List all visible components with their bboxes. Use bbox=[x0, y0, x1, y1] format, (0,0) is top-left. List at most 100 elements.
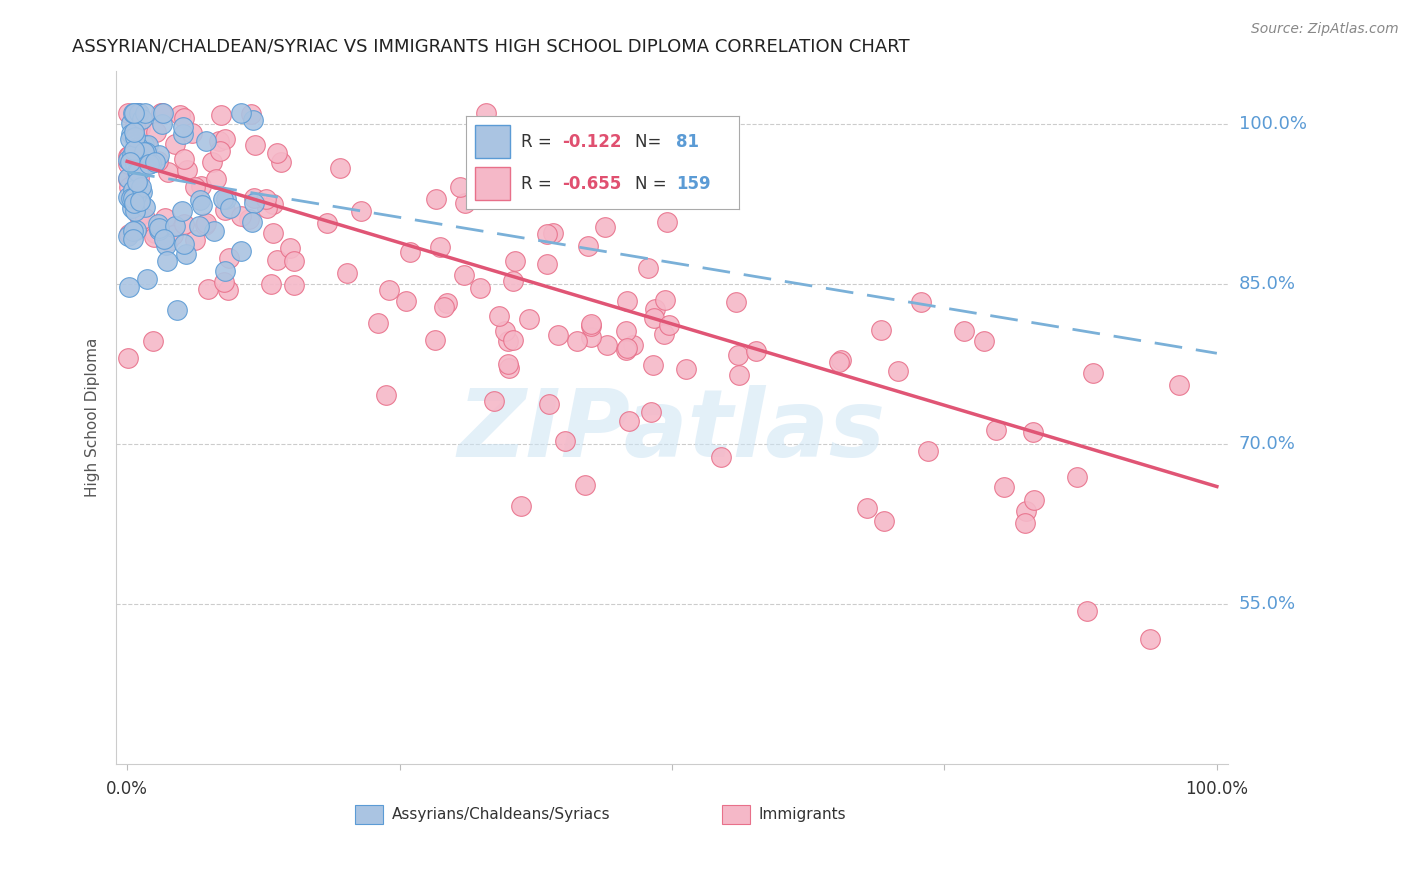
Point bbox=[657, 215, 679, 229]
Point bbox=[125, 137, 148, 152]
Point bbox=[478, 125, 501, 139]
Point bbox=[197, 282, 219, 296]
Point bbox=[260, 277, 283, 291]
Point bbox=[134, 200, 156, 214]
Point bbox=[118, 280, 141, 294]
Point bbox=[595, 337, 617, 351]
Point bbox=[616, 341, 638, 355]
Point bbox=[503, 253, 526, 268]
Point bbox=[830, 353, 852, 368]
Point bbox=[176, 163, 198, 178]
Point bbox=[209, 144, 232, 158]
Point bbox=[496, 334, 519, 349]
Point bbox=[155, 238, 177, 252]
Point bbox=[143, 226, 166, 240]
Point bbox=[614, 324, 637, 338]
Point bbox=[454, 195, 477, 210]
Point bbox=[118, 155, 141, 169]
Point bbox=[142, 334, 165, 349]
Point bbox=[229, 106, 252, 120]
Point bbox=[173, 217, 195, 231]
Point bbox=[121, 191, 143, 205]
Point bbox=[208, 134, 231, 148]
Point bbox=[122, 143, 145, 157]
Point bbox=[266, 145, 288, 160]
Point bbox=[156, 254, 179, 268]
Point bbox=[953, 324, 976, 338]
Point bbox=[153, 211, 176, 226]
Point bbox=[150, 118, 173, 132]
Point bbox=[184, 233, 207, 247]
Point bbox=[148, 154, 170, 169]
Point bbox=[129, 194, 152, 209]
Text: 100.0%: 100.0% bbox=[1185, 780, 1249, 798]
Point bbox=[329, 161, 352, 176]
Point bbox=[619, 414, 641, 428]
Point bbox=[595, 219, 617, 234]
Point bbox=[173, 111, 195, 125]
Point bbox=[201, 155, 224, 169]
Point bbox=[484, 394, 506, 409]
Point bbox=[453, 268, 475, 283]
Point bbox=[190, 193, 212, 207]
Point bbox=[375, 388, 398, 402]
Point bbox=[654, 293, 676, 307]
Point bbox=[870, 323, 893, 337]
Point bbox=[229, 209, 252, 223]
Point bbox=[170, 204, 193, 219]
Point bbox=[917, 443, 939, 458]
Point bbox=[643, 311, 665, 326]
Point bbox=[488, 309, 510, 323]
Point bbox=[195, 216, 218, 230]
Point bbox=[162, 228, 184, 243]
Point bbox=[131, 112, 153, 126]
Point bbox=[127, 195, 149, 210]
Point bbox=[581, 319, 603, 334]
Point bbox=[728, 368, 751, 382]
Bar bbox=[356, 805, 382, 824]
Point bbox=[498, 360, 520, 375]
Point bbox=[873, 514, 896, 528]
Point bbox=[399, 245, 422, 260]
Point bbox=[283, 278, 305, 293]
Point bbox=[502, 274, 524, 288]
Point bbox=[214, 131, 236, 145]
Point bbox=[1168, 377, 1191, 392]
Point bbox=[856, 500, 879, 515]
Point bbox=[429, 240, 451, 254]
Point bbox=[139, 155, 162, 169]
Point bbox=[184, 180, 207, 194]
Point bbox=[188, 219, 211, 233]
Point bbox=[117, 153, 139, 167]
Point bbox=[152, 106, 174, 120]
Text: ZIPatlas: ZIPatlas bbox=[458, 385, 886, 477]
Point bbox=[621, 337, 644, 351]
Point bbox=[243, 195, 266, 210]
Point bbox=[554, 434, 576, 449]
Text: 85.0%: 85.0% bbox=[1239, 275, 1296, 293]
Point bbox=[122, 224, 145, 238]
Point bbox=[173, 152, 195, 166]
Point bbox=[117, 172, 139, 186]
Point bbox=[1021, 425, 1043, 439]
Point bbox=[132, 149, 155, 163]
Point bbox=[127, 139, 149, 153]
Point bbox=[132, 145, 155, 159]
Point bbox=[675, 361, 697, 376]
Point bbox=[124, 134, 146, 148]
Point bbox=[127, 106, 149, 120]
Point bbox=[644, 302, 666, 317]
Point bbox=[641, 358, 664, 372]
Point bbox=[541, 226, 564, 240]
Point bbox=[120, 116, 142, 130]
Point bbox=[128, 106, 150, 120]
Point bbox=[117, 189, 139, 203]
Point bbox=[744, 344, 766, 359]
Text: 55.0%: 55.0% bbox=[1239, 595, 1296, 613]
Point bbox=[886, 364, 908, 378]
Y-axis label: High School Diploma: High School Diploma bbox=[86, 337, 100, 497]
Point bbox=[1015, 503, 1038, 517]
Point bbox=[652, 327, 675, 342]
Point bbox=[180, 126, 202, 140]
Point bbox=[616, 293, 638, 308]
